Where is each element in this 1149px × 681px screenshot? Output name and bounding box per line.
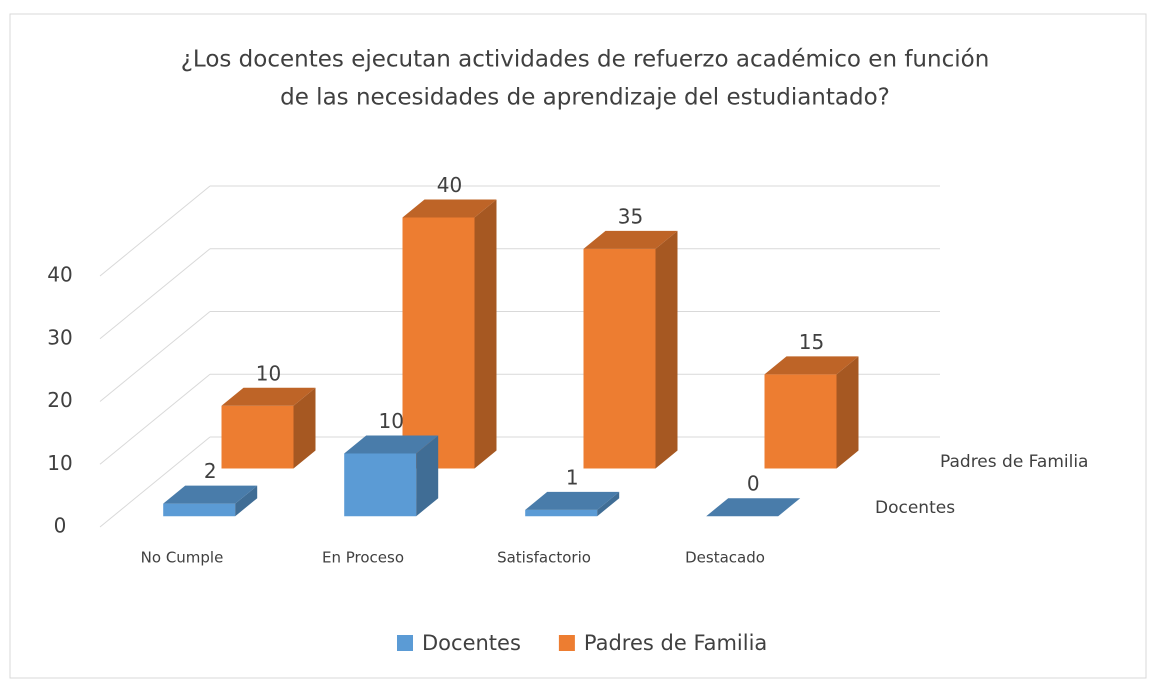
x-tick-label: En Proceso [322, 549, 404, 567]
bar-side [655, 230, 678, 469]
bar [163, 485, 258, 517]
bar-top [764, 356, 859, 375]
series-axis-label: Docentes [875, 498, 955, 518]
x-tick-label: Satisfactorio [497, 549, 591, 567]
grid-line [99, 185, 211, 277]
data-label: 35 [618, 204, 643, 228]
data-label: 0 [747, 472, 760, 496]
bar-front [344, 453, 417, 517]
bar-top [163, 485, 258, 504]
bar [344, 435, 439, 517]
grid-line [99, 373, 211, 465]
bar-top [221, 387, 316, 406]
bar-front [525, 509, 598, 517]
bar-top [706, 498, 801, 517]
bar-side [293, 387, 316, 469]
bar [221, 387, 316, 469]
bar-front [163, 503, 236, 517]
bar [525, 491, 620, 517]
chart-title: ¿Los docentes ejecutan actividades de re… [181, 47, 990, 73]
bar-front [583, 248, 656, 469]
y-tick-label: 0 [54, 514, 67, 538]
data-label: 10 [256, 361, 281, 385]
bar-side [416, 435, 439, 517]
bar-side [836, 356, 859, 469]
bar [764, 356, 859, 469]
chart-title: de las necesidades de aprendizaje del es… [280, 85, 890, 111]
x-tick-label: Destacado [685, 549, 765, 567]
legend-swatch [558, 635, 575, 651]
bar [402, 199, 497, 469]
grid-line [99, 311, 211, 402]
bar-top [402, 199, 497, 218]
y-tick-label: 40 [47, 263, 72, 287]
y-tick-label: 30 [47, 325, 72, 349]
bar-front [221, 405, 294, 469]
bar-side [474, 199, 497, 469]
y-tick-label: 10 [47, 451, 72, 475]
bar [583, 230, 678, 469]
chart-frame [9, 13, 1147, 679]
series-axis-label: Padres de Familia [940, 452, 1088, 472]
data-label: 10 [378, 409, 403, 433]
bar-top [525, 491, 620, 510]
data-label: 15 [799, 330, 824, 354]
grid-line [99, 248, 211, 340]
legend-swatch [397, 635, 413, 651]
bar-front [402, 217, 475, 469]
bar-top [583, 230, 678, 249]
data-label: 1 [566, 465, 579, 489]
bar-side [235, 485, 258, 517]
grid-line [99, 436, 211, 528]
y-tick-label: 20 [47, 388, 72, 412]
data-label: 40 [437, 173, 462, 197]
bar-side [597, 491, 620, 517]
bar-front [764, 374, 837, 469]
data-label: 2 [204, 459, 217, 483]
bar [706, 498, 801, 517]
legend-label: Docentes [422, 631, 521, 655]
x-tick-label: No Cumple [141, 549, 224, 567]
legend-label: Padres de Familia [584, 631, 767, 655]
bar-top [344, 435, 439, 454]
